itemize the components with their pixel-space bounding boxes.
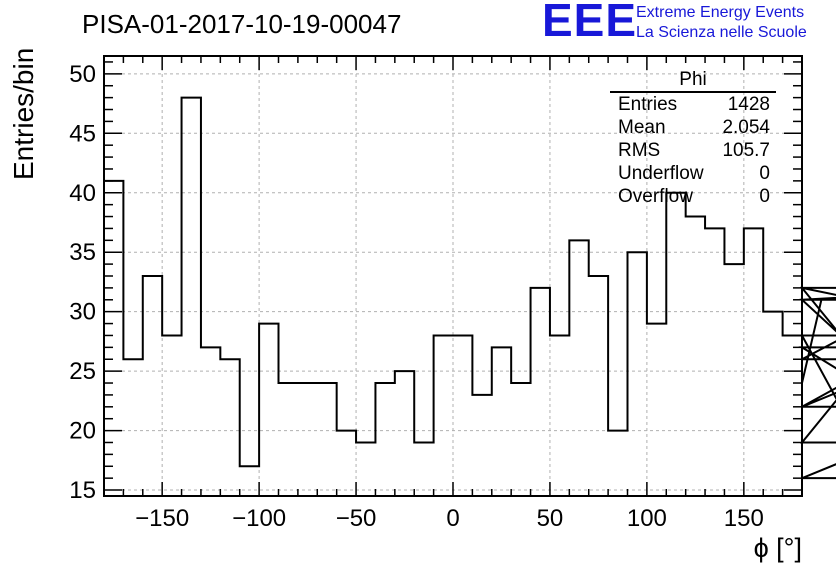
stats-box: Phi Entries 1428 Mean 2.054 RMS 105.7 Un… [610, 69, 776, 208]
x-tick-label: −150 [135, 505, 189, 532]
stats-label: RMS [618, 140, 661, 161]
y-tick-label: 15 [69, 477, 96, 504]
plot-frame [103, 55, 803, 497]
stats-label: Underflow [618, 163, 704, 184]
tick-labels: −150 −100 −50 0 50 100 150 15 20 25 30 35 40 45 50 [69, 61, 764, 532]
x-tick-label: 150 [724, 505, 764, 532]
logo-line-1: Extreme Energy Events [636, 4, 805, 21]
x-tick-label: 100 [627, 505, 667, 532]
y-tick-label: 20 [69, 418, 96, 445]
stats-row-entries: Entries 1428 [610, 93, 776, 116]
x-tick-label: 50 [537, 505, 564, 532]
y-tick-label: 50 [69, 61, 96, 88]
y-tick-label: 40 [69, 180, 96, 207]
stats-row-underflow: Underflow 0 [610, 162, 776, 185]
x-tick-label: −100 [232, 505, 286, 532]
logo-mark: EEE [542, 0, 638, 46]
stats-row-rms: RMS 105.7 [610, 139, 776, 162]
y-tick-label: 25 [69, 358, 96, 385]
stats-value: 0 [759, 186, 770, 207]
stats-value: 0 [759, 163, 770, 184]
y-tick-label: 30 [69, 299, 96, 326]
logo-line-2: La Scienza nelle Scuole [636, 24, 807, 41]
stats-value: 105.7 [722, 140, 770, 161]
stats-title: Phi [610, 69, 776, 93]
stats-row-overflow: Overflow 0 [610, 185, 776, 208]
stats-value: 2.054 [722, 117, 770, 138]
stats-row-mean: Mean 2.054 [610, 116, 776, 139]
y-tick-label: 45 [69, 120, 96, 147]
x-tick-label: −50 [336, 505, 377, 532]
y-axis-label: Entries/bin [8, 47, 39, 180]
stats-label: Overflow [618, 186, 693, 207]
x-tick-label: 0 [446, 505, 459, 532]
stats-label: Entries [618, 94, 678, 115]
plot-title: PISA-01-2017-10-19-00047 [82, 9, 402, 39]
histogram-outline [104, 96, 836, 480]
x-axis-label: ϕ [°] [753, 533, 802, 563]
stats-label: Mean [618, 117, 666, 138]
stats-value: 1428 [727, 94, 770, 115]
y-tick-label: 35 [69, 239, 96, 266]
